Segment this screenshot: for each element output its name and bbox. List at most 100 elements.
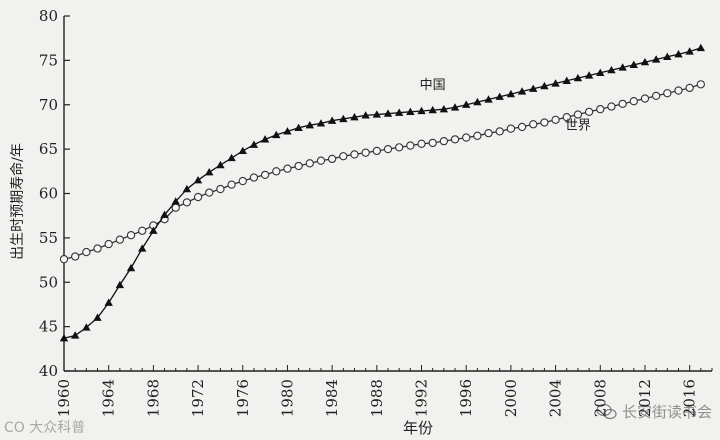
world-point — [484, 128, 493, 138]
world-point — [59, 255, 69, 264]
china-point — [428, 105, 437, 114]
world-point — [495, 127, 504, 136]
world-point — [182, 198, 192, 207]
x-tick-label: 2016 — [681, 379, 699, 417]
china-point — [540, 81, 549, 90]
china-point — [383, 109, 393, 117]
x-tick-label: 1972 — [189, 379, 207, 417]
world-point — [439, 136, 449, 146]
china-point — [495, 92, 504, 100]
china-point — [618, 63, 627, 71]
world-point — [126, 231, 136, 240]
world-point — [607, 102, 616, 111]
series-china — [59, 43, 706, 342]
x-axis-label: 年份 — [403, 419, 433, 437]
china-point — [82, 323, 91, 331]
world-point — [305, 159, 314, 168]
china-point — [517, 87, 527, 95]
world-point — [462, 133, 471, 142]
world-point — [529, 120, 538, 129]
china-point — [272, 130, 281, 139]
x-tick-label: 2004 — [547, 379, 565, 417]
world-point — [584, 107, 594, 116]
world-point — [696, 80, 705, 89]
axes: 40 45 50 55 60 65 70 75 80 1960 1964 1968 1972 1976 19… — [9, 7, 713, 437]
world-point — [473, 131, 482, 140]
china-point — [227, 153, 236, 162]
series-world — [59, 80, 705, 264]
x-tick-label: 2000 — [502, 379, 520, 417]
world-point — [361, 148, 370, 157]
y-tick-label: 65 — [39, 140, 58, 158]
y-tick-label: 80 — [39, 7, 58, 25]
china-point — [551, 79, 560, 87]
watermark-right-text: 长安街读书会 — [621, 403, 712, 421]
china-point — [484, 95, 493, 103]
series-line — [63, 83, 702, 260]
x-tick-label: 1968 — [144, 379, 162, 417]
world-point — [249, 173, 259, 182]
china-point — [629, 60, 638, 68]
china-point — [350, 112, 359, 121]
world-point — [573, 110, 583, 119]
china-point — [59, 333, 69, 342]
y-tick-label: 75 — [39, 51, 58, 69]
world-point — [327, 154, 337, 164]
china-point — [327, 116, 337, 124]
y-tick-label: 55 — [39, 229, 58, 247]
world-point — [294, 161, 303, 171]
world-point — [283, 164, 292, 173]
world-point — [596, 105, 605, 114]
world-point — [82, 247, 91, 257]
world-point — [350, 150, 359, 159]
china-point — [216, 160, 225, 169]
china-point — [104, 298, 113, 306]
x-tick-label: 1992 — [413, 379, 431, 417]
world-point — [618, 99, 627, 109]
x-tick-label: 1984 — [323, 379, 341, 417]
world-point — [104, 239, 113, 249]
china-point — [506, 89, 516, 98]
china-point — [305, 120, 314, 129]
world-point — [93, 244, 102, 253]
x-tick-label: 2008 — [591, 379, 609, 417]
y-tick-label: 70 — [39, 96, 58, 114]
china-point — [316, 119, 326, 127]
china-point — [205, 168, 214, 176]
x-tick-label: 1964 — [100, 379, 118, 417]
world-point — [674, 86, 683, 95]
china-point — [640, 57, 650, 66]
china-point — [260, 135, 270, 143]
series-line — [63, 47, 702, 339]
china-point — [473, 97, 482, 106]
y-axis-label: 出生时预期寿命/年 — [9, 143, 26, 260]
y-tick-label: 50 — [39, 273, 58, 291]
world-point — [339, 152, 348, 161]
china-point — [294, 123, 303, 131]
china-point — [193, 175, 203, 184]
china-point — [160, 210, 169, 218]
china-point — [562, 76, 571, 84]
world-point — [406, 141, 415, 150]
x-tick-label: 1988 — [368, 379, 386, 417]
world-point — [238, 176, 247, 186]
world-point — [193, 192, 203, 202]
world-point — [540, 118, 549, 127]
china-point — [394, 108, 404, 116]
china-point — [573, 73, 583, 82]
y-tick-label: 60 — [39, 185, 58, 203]
watermark-right: 长安街读书会 — [596, 401, 712, 422]
china-point — [439, 104, 449, 113]
china-point — [696, 43, 706, 52]
watermark-left: CO 大众科普 — [4, 420, 86, 436]
world-point — [395, 143, 404, 152]
world-point — [115, 235, 125, 244]
world-point — [372, 146, 381, 156]
world-point — [640, 94, 650, 103]
world-point — [450, 135, 460, 144]
world-point — [138, 226, 147, 235]
china-point — [70, 331, 80, 339]
x-tick-label: 1996 — [457, 379, 475, 417]
label-china: 中国 — [420, 78, 446, 93]
